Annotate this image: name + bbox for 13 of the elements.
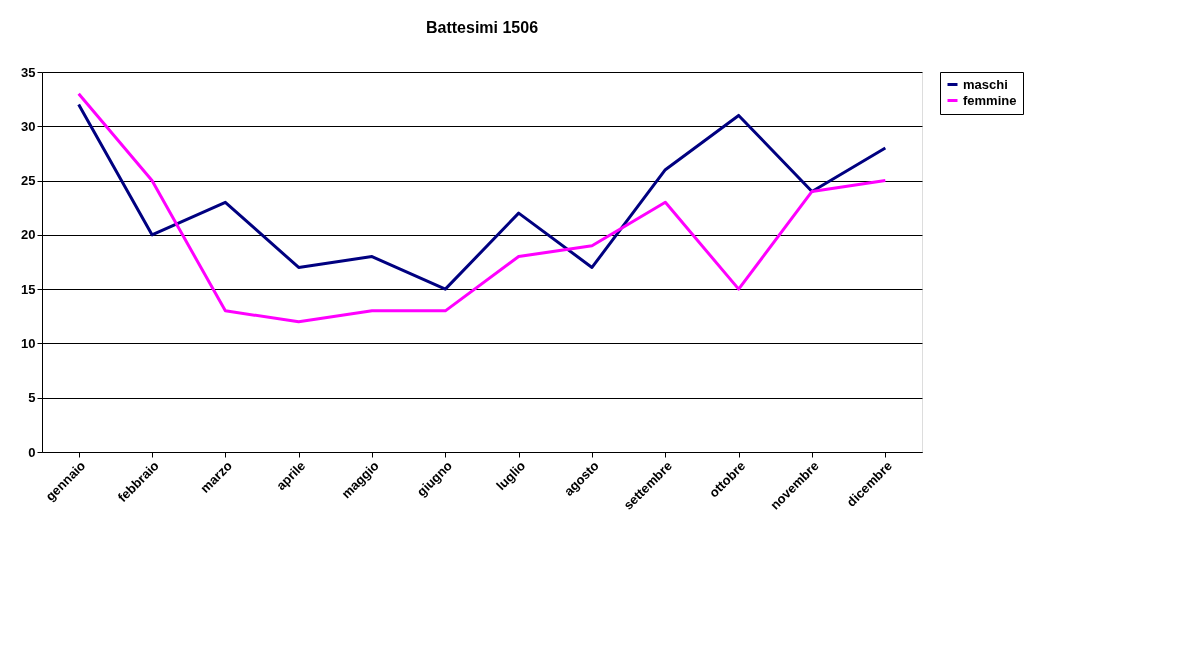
y-tick-label: 15 <box>21 281 36 297</box>
legend-label: femmine <box>963 92 1017 108</box>
line-series <box>77 103 887 291</box>
chart-title: Battesimi 1506 <box>425 19 539 36</box>
y-tick-label: 10 <box>21 335 36 351</box>
y-tick-label: 25 <box>21 173 36 189</box>
y-tick-label: 30 <box>21 118 36 134</box>
y-tick-label: 35 <box>21 64 36 80</box>
legend-label: maschi <box>963 76 1008 92</box>
y-tick-label: 0 <box>28 444 36 460</box>
y-tick-label: 5 <box>28 390 36 406</box>
line-series <box>77 92 887 324</box>
y-tick-label: 20 <box>21 227 36 243</box>
